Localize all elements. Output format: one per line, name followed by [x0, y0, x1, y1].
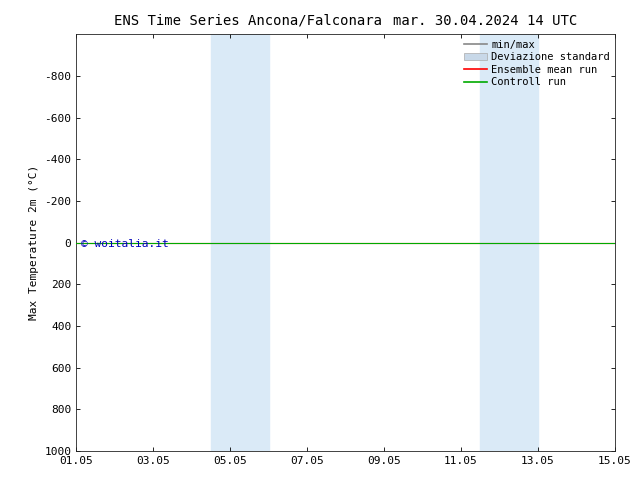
Y-axis label: Max Temperature 2m (°C): Max Temperature 2m (°C) [29, 165, 39, 320]
Text: ENS Time Series Ancona/Falconara: ENS Time Series Ancona/Falconara [114, 14, 382, 28]
Bar [480, 34, 538, 451]
Legend: min/max, Deviazione standard, Ensemble mean run, Controll run: min/max, Deviazione standard, Ensemble m… [464, 40, 610, 87]
Text: © woitalia.it: © woitalia.it [81, 239, 169, 249]
Bar [210, 34, 269, 451]
Text: mar. 30.04.2024 14 UTC: mar. 30.04.2024 14 UTC [393, 14, 578, 28]
